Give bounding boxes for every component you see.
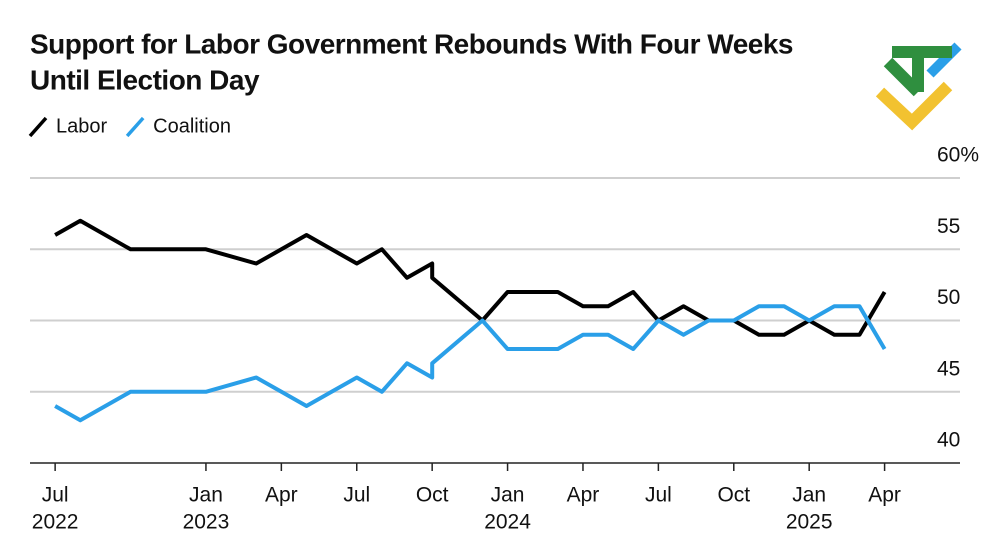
x-tick-label: Apr bbox=[868, 484, 901, 507]
x-year-label: 2024 bbox=[484, 511, 531, 534]
logo bbox=[875, 42, 962, 131]
x-tick-label: Jul bbox=[645, 484, 672, 507]
y-tick-label: 50 bbox=[937, 286, 960, 309]
y-tick-label: 45 bbox=[937, 357, 960, 380]
x-tick-label: Jan bbox=[491, 484, 525, 507]
legend-label: Labor bbox=[56, 115, 107, 137]
x-tick-label: Oct bbox=[717, 484, 750, 507]
x-tick-label: Jul bbox=[343, 484, 370, 507]
chart-title: Support for Labor Government Rebounds Wi… bbox=[30, 28, 793, 59]
x-tick-label: Jul bbox=[42, 484, 69, 507]
x-tick-label: Apr bbox=[265, 484, 298, 507]
x-tick-label: Jan bbox=[792, 484, 826, 507]
legend-swatch bbox=[125, 116, 145, 138]
y-tick-label: 60% bbox=[937, 144, 979, 167]
series-line bbox=[54, 304, 887, 423]
x-tick-label: Oct bbox=[416, 484, 449, 507]
x-tick-label: Jan bbox=[189, 484, 223, 507]
legend-label: Coalition bbox=[153, 115, 231, 137]
legend-swatch bbox=[28, 116, 48, 138]
x-tick-label: Apr bbox=[567, 484, 600, 507]
chart-title: Until Election Day bbox=[30, 64, 260, 95]
series-line bbox=[54, 218, 887, 337]
x-year-label: 2022 bbox=[32, 511, 79, 534]
x-year-label: 2025 bbox=[786, 511, 833, 534]
x-year-label: 2023 bbox=[183, 511, 230, 534]
y-tick-label: 55 bbox=[937, 215, 960, 238]
y-tick-label: 40 bbox=[937, 429, 960, 452]
